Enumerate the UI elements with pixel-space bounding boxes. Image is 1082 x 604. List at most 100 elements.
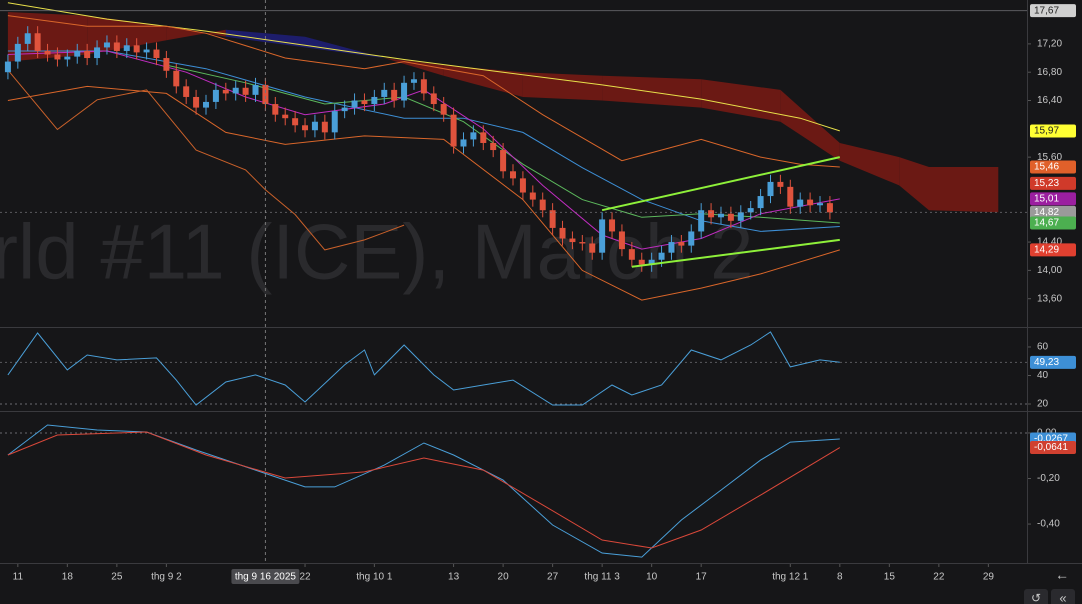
- candle-body: [777, 181, 784, 187]
- candle-body: [420, 79, 427, 94]
- x-tick-label: 25: [111, 572, 123, 583]
- y-tick-label: 20: [1037, 399, 1049, 410]
- candle-body: [510, 171, 517, 179]
- scroll-back-button[interactable]: ←: [1055, 567, 1069, 583]
- price-tag: [1030, 176, 1076, 190]
- collapse-button[interactable]: [1051, 589, 1075, 604]
- cloud-segment: [780, 89, 840, 161]
- candle-body: [331, 111, 338, 133]
- candle-body: [529, 192, 536, 200]
- x-tick-label: thg 12 1: [772, 572, 809, 583]
- candle-body: [4, 61, 11, 73]
- candle-body: [202, 101, 209, 108]
- collapse-icon[interactable]: «: [1059, 590, 1066, 604]
- indicator-line: [7, 69, 405, 251]
- y-tick-label: 14,00: [1037, 265, 1062, 276]
- indicator-line: [7, 431, 841, 549]
- candle-body: [618, 231, 625, 250]
- price-tag: [1030, 124, 1076, 138]
- candle-body: [826, 203, 833, 213]
- candle-body: [401, 82, 408, 101]
- candle-body: [817, 203, 824, 206]
- candle-body: [123, 45, 130, 51]
- reset-icon[interactable]: ↺: [1031, 591, 1041, 604]
- price-tag-label: 15,97: [1034, 126, 1059, 137]
- candle-body: [381, 89, 388, 97]
- price-tag-label: -0,0641: [1034, 442, 1068, 453]
- crosshair-label: thg 9 16 2025: [235, 572, 297, 583]
- x-tick-label: 20: [498, 572, 510, 583]
- candle-body: [410, 79, 417, 83]
- price-tag-label: 49,23: [1034, 357, 1059, 368]
- y-tick-label: 16,40: [1037, 95, 1062, 106]
- candle-body: [361, 100, 368, 105]
- candle-body: [173, 70, 180, 87]
- candle-body: [480, 132, 487, 143]
- candle-body: [84, 50, 91, 59]
- x-tick-label: 22: [933, 572, 945, 583]
- crosshair-label-box: [231, 569, 300, 584]
- candle-body: [698, 210, 705, 232]
- price-tag-label: 14,29: [1034, 244, 1059, 255]
- candle-body: [292, 118, 299, 126]
- indicator-line: [7, 15, 840, 168]
- indicator-line: [7, 2, 840, 132]
- candle-body: [797, 199, 804, 207]
- watermark: rld #11 (ICE), March 2: [0, 208, 753, 296]
- price-tag: [1030, 192, 1076, 206]
- candle-body: [787, 186, 794, 207]
- plot-layer: 17,20 16,80 16,40 15,60 14,40 14,00 13,60 11 18 2…: [0, 0, 1076, 584]
- y-tick-label: 17,20: [1037, 39, 1062, 50]
- candle-body: [638, 259, 645, 265]
- price-tag-label: 14,67: [1034, 218, 1059, 229]
- candle-body: [737, 212, 744, 221]
- cloud-segment: [929, 167, 999, 213]
- candle-body: [460, 139, 467, 147]
- indicator-line: [7, 85, 840, 301]
- candle-body: [440, 104, 447, 115]
- candle-body: [589, 243, 596, 253]
- price-tag: [1030, 355, 1076, 369]
- candle-body: [311, 121, 318, 131]
- price-tag: [1030, 160, 1076, 174]
- candle-body: [559, 227, 566, 239]
- cloud-segment: [166, 26, 226, 41]
- candle-body: [717, 213, 724, 218]
- candle-body: [519, 178, 526, 193]
- candle-body: [747, 208, 754, 213]
- price-tag: [1030, 243, 1076, 257]
- cloud-segment: [701, 79, 781, 122]
- candle-body: [688, 231, 695, 246]
- y-tick-label: 13,60: [1037, 293, 1062, 304]
- reset-button[interactable]: [1024, 589, 1048, 604]
- candle-body: [14, 43, 21, 62]
- cloud-segment: [305, 36, 385, 58]
- candle-body: [103, 42, 110, 48]
- x-tick-label: 13: [448, 572, 460, 583]
- candle-body: [450, 114, 457, 147]
- candle-body: [64, 56, 71, 60]
- candle-body: [321, 121, 328, 133]
- x-tick-label: thg 9 2: [151, 572, 182, 583]
- candle-body: [54, 54, 61, 60]
- x-tick-label: thg 10 1: [356, 572, 393, 583]
- price-tag-label: 15,23: [1034, 178, 1059, 189]
- candle-body: [599, 219, 606, 253]
- candle-body: [609, 219, 616, 232]
- price-tag-label: 15,01: [1034, 194, 1059, 205]
- candle-body: [539, 199, 546, 211]
- cloud-segment: [839, 143, 900, 186]
- cloud-segment: [899, 157, 929, 211]
- candle-body: [222, 89, 229, 94]
- y-tick-label: 14,40: [1037, 237, 1062, 248]
- indicator-line: [7, 331, 840, 406]
- candle-body: [678, 242, 685, 246]
- y-tick-label: -0,40: [1037, 519, 1060, 530]
- candle-body: [549, 210, 556, 228]
- candle-body: [34, 33, 41, 51]
- trendline: [631, 238, 840, 268]
- price-tag: [1030, 4, 1076, 18]
- trendline: [601, 156, 841, 212]
- candle-body: [341, 107, 348, 112]
- price-tag: [1030, 216, 1076, 230]
